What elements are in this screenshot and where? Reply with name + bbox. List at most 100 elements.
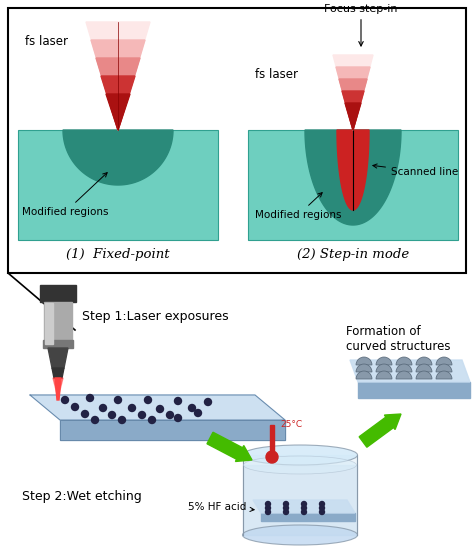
Circle shape: [174, 415, 182, 422]
Polygon shape: [101, 76, 135, 130]
Polygon shape: [270, 425, 274, 453]
FancyArrow shape: [359, 414, 401, 447]
Circle shape: [283, 505, 289, 510]
Bar: [18, 130, 218, 240]
Text: Formation of: Formation of: [346, 325, 420, 338]
Ellipse shape: [243, 525, 357, 545]
Ellipse shape: [243, 445, 357, 465]
Polygon shape: [261, 513, 355, 521]
Wedge shape: [376, 371, 392, 379]
Text: 5% HF acid: 5% HF acid: [188, 502, 254, 512]
Wedge shape: [376, 357, 392, 365]
Circle shape: [148, 416, 155, 423]
Circle shape: [265, 509, 271, 515]
Wedge shape: [416, 357, 432, 365]
Text: Scanned line: Scanned line: [373, 164, 458, 177]
FancyArrow shape: [207, 432, 252, 462]
Polygon shape: [91, 40, 145, 130]
Circle shape: [166, 411, 173, 418]
Circle shape: [100, 404, 107, 411]
Polygon shape: [45, 303, 53, 344]
Text: Step 2:Wet etching: Step 2:Wet etching: [22, 490, 142, 503]
Wedge shape: [396, 357, 412, 365]
Wedge shape: [356, 357, 372, 365]
Circle shape: [204, 399, 211, 405]
Polygon shape: [337, 130, 369, 210]
Polygon shape: [40, 285, 76, 302]
Polygon shape: [333, 55, 373, 130]
Polygon shape: [243, 455, 357, 535]
Text: Modified regions: Modified regions: [22, 173, 109, 217]
Circle shape: [86, 394, 93, 401]
Circle shape: [174, 398, 182, 404]
Wedge shape: [416, 371, 432, 379]
Bar: [8, 8, 466, 273]
Circle shape: [265, 505, 271, 510]
Polygon shape: [339, 79, 367, 130]
Polygon shape: [63, 130, 173, 185]
Wedge shape: [436, 357, 452, 365]
Wedge shape: [436, 364, 452, 372]
Circle shape: [266, 451, 278, 463]
Polygon shape: [96, 58, 140, 130]
Polygon shape: [60, 420, 285, 440]
Circle shape: [194, 410, 201, 416]
Circle shape: [138, 411, 146, 418]
Circle shape: [319, 505, 325, 510]
Polygon shape: [358, 382, 470, 398]
Circle shape: [109, 411, 116, 418]
Polygon shape: [350, 360, 470, 382]
Polygon shape: [106, 94, 130, 130]
Text: fs laser: fs laser: [25, 35, 68, 48]
Text: Modified regions: Modified regions: [255, 193, 341, 220]
Circle shape: [82, 410, 89, 417]
Polygon shape: [52, 368, 64, 378]
Wedge shape: [396, 364, 412, 372]
Text: Step 1:Laser exposures: Step 1:Laser exposures: [82, 310, 228, 323]
Circle shape: [156, 405, 164, 412]
Polygon shape: [30, 395, 285, 420]
Circle shape: [91, 416, 99, 423]
Polygon shape: [243, 465, 357, 535]
Text: fs laser: fs laser: [255, 68, 298, 81]
Circle shape: [301, 505, 307, 510]
Polygon shape: [345, 103, 361, 130]
Circle shape: [283, 509, 289, 515]
Circle shape: [265, 502, 271, 507]
Wedge shape: [356, 364, 372, 372]
Wedge shape: [356, 371, 372, 379]
Circle shape: [301, 509, 307, 515]
Circle shape: [283, 502, 289, 507]
Circle shape: [115, 397, 121, 404]
Polygon shape: [44, 302, 72, 345]
Circle shape: [319, 509, 325, 515]
Circle shape: [189, 404, 195, 411]
Polygon shape: [336, 67, 370, 130]
Circle shape: [118, 416, 126, 423]
Text: (2) Step-in mode: (2) Step-in mode: [297, 248, 409, 261]
Wedge shape: [376, 364, 392, 372]
Text: curved structures: curved structures: [346, 340, 450, 353]
Polygon shape: [55, 378, 61, 400]
Text: 25°C: 25°C: [280, 420, 302, 429]
Polygon shape: [305, 130, 401, 225]
Ellipse shape: [244, 456, 356, 474]
Polygon shape: [342, 91, 364, 130]
Polygon shape: [43, 340, 73, 348]
Polygon shape: [53, 378, 63, 398]
Wedge shape: [416, 364, 432, 372]
Polygon shape: [48, 348, 68, 368]
Circle shape: [319, 502, 325, 507]
Circle shape: [128, 404, 136, 411]
Circle shape: [145, 397, 152, 404]
Wedge shape: [436, 371, 452, 379]
Polygon shape: [86, 22, 150, 130]
Bar: [248, 130, 458, 240]
Text: Focus step-in: Focus step-in: [324, 4, 398, 46]
Circle shape: [301, 502, 307, 507]
Polygon shape: [253, 500, 355, 513]
Circle shape: [72, 404, 79, 410]
Circle shape: [62, 397, 69, 404]
Text: (1)  Fixed-point: (1) Fixed-point: [66, 248, 170, 261]
Wedge shape: [396, 371, 412, 379]
